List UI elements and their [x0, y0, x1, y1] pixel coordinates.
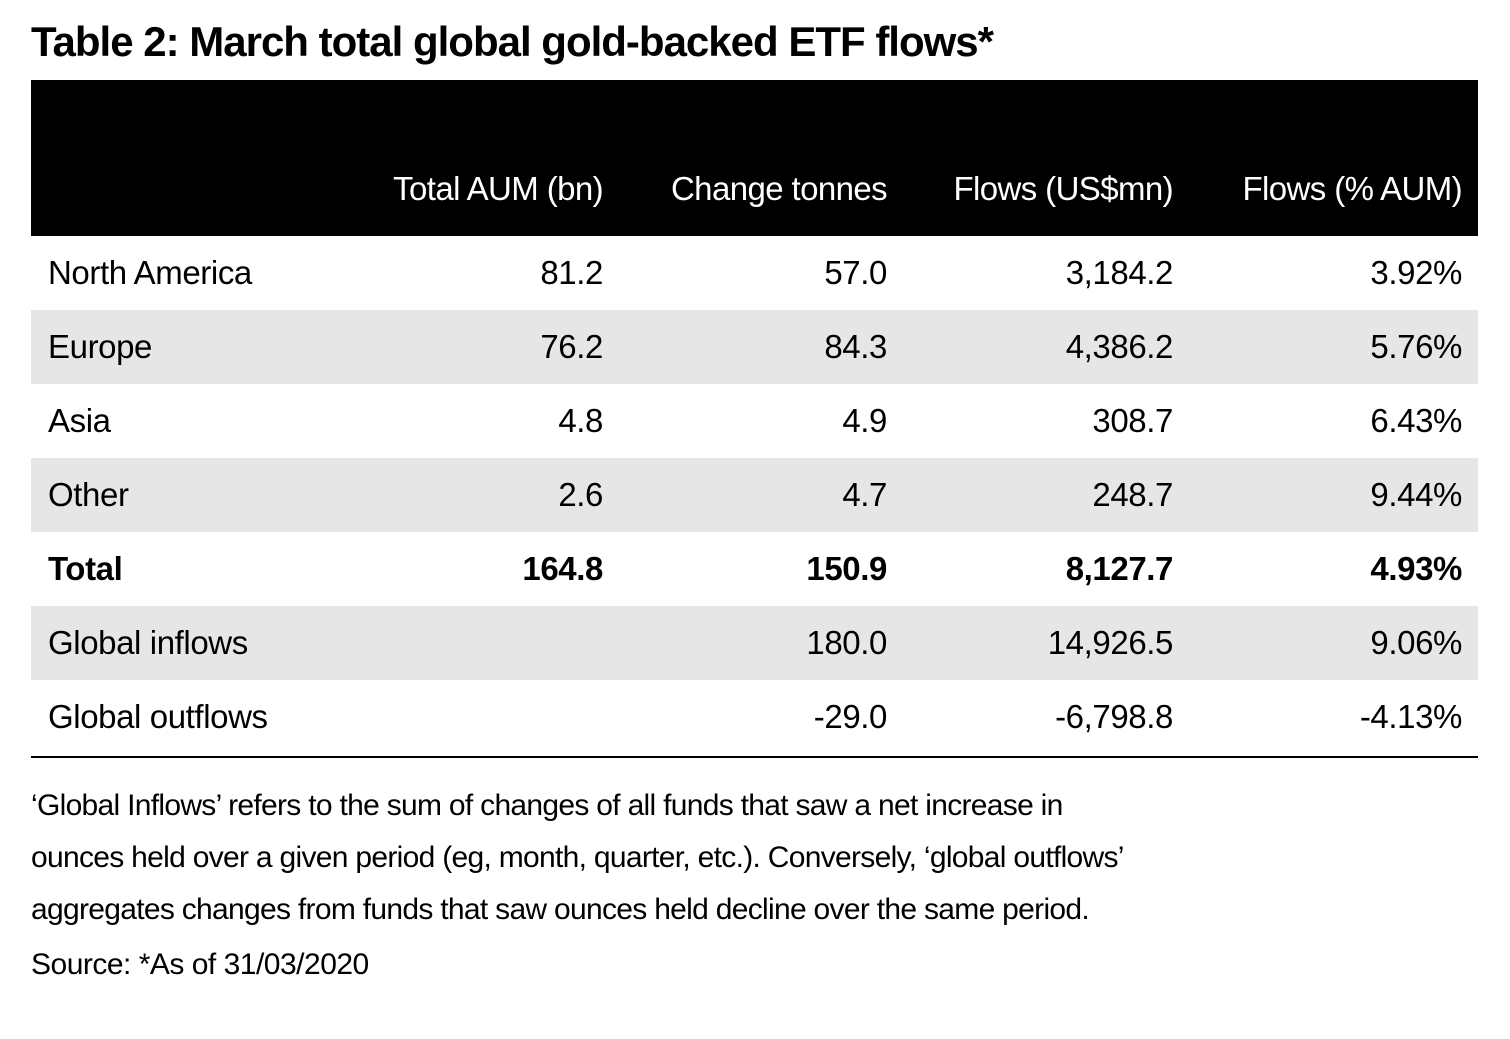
table-header: Total AUM (bn) Change tonnes Flows (US$m… [31, 80, 1478, 236]
table-row: Asia 4.8 4.9 308.7 6.43% [31, 384, 1478, 458]
table-row: North America 81.2 57.0 3,184.2 3.92% [31, 236, 1478, 310]
row-label: Global inflows [48, 624, 248, 661]
table-cell: 150.9 [806, 550, 887, 587]
table-cell: 84.3 [824, 328, 887, 365]
table-cell: 4.8 [558, 402, 603, 439]
table-cell: 164.8 [522, 550, 603, 587]
table-cell: 4,386.2 [1065, 328, 1174, 365]
row-label: Global outflows [48, 698, 268, 735]
column-header: Change tonnes [670, 170, 888, 207]
row-label: Asia [48, 402, 111, 439]
column-header: Flows (US$mn) [953, 170, 1173, 207]
row-label: North America [48, 254, 252, 291]
table-cell: 9.06% [1370, 624, 1462, 661]
table-cell: 4.7 [842, 476, 887, 513]
column-header: Total AUM (bn) [393, 170, 603, 207]
footnote: ‘Global Inflows’ refers to the sum of ch… [31, 780, 1124, 936]
table-cell: 9.44% [1370, 476, 1462, 513]
table-cell: 3.92% [1370, 254, 1462, 291]
row-label: Europe [48, 328, 153, 365]
table-cell: 57.0 [824, 254, 887, 291]
table-cell: 6.43% [1370, 402, 1462, 439]
table-cell: -4.13% [1359, 698, 1463, 735]
table-cell: 14,926.5 [1047, 624, 1174, 661]
table-cell: 308.7 [1092, 402, 1173, 439]
table-cell: 248.7 [1092, 476, 1173, 513]
table-cell: -6,798.8 [1055, 698, 1173, 735]
table-cell: 4.93% [1370, 550, 1462, 587]
table-row: Europe 76.2 84.3 4,386.2 5.76% [31, 310, 1478, 384]
footnote-line: ‘Global Inflows’ refers to the sum of ch… [31, 789, 1063, 822]
table-cell: 180.0 [806, 624, 887, 661]
table-bottom-rule [31, 756, 1478, 758]
table-cell: 5.76% [1370, 328, 1462, 365]
table-cell: 81.2 [540, 254, 603, 291]
table-row: Global outflows -29.0 -6,798.8 -4.13% [31, 680, 1478, 754]
row-label: Total [48, 550, 123, 587]
table-row: Other 2.6 4.7 248.7 9.44% [31, 458, 1478, 532]
table-row: Total 164.8 150.9 8,127.7 4.93% [31, 532, 1478, 606]
row-label: Other [48, 476, 129, 513]
table-cell: 2.6 [558, 476, 603, 513]
table-cell: -29.0 [813, 698, 888, 735]
footnote-line: ounces held over a given period (eg, mon… [31, 841, 1124, 874]
table-row: Global inflows 180.0 14,926.5 9.06% [31, 606, 1478, 680]
table-cell: 4.9 [842, 402, 887, 439]
table-cell: 8,127.7 [1065, 550, 1174, 587]
table-title: Table 2: March total global gold-backed … [31, 18, 994, 65]
table-cell: 76.2 [540, 328, 603, 365]
footnote-line: aggregates changes from funds that saw o… [31, 893, 1090, 926]
etf-flows-table: Total AUM (bn) Change tonnes Flows (US$m… [31, 80, 1478, 754]
source-note: Source: *As of 31/03/2020 [31, 948, 369, 981]
table-cell: 3,184.2 [1065, 254, 1174, 291]
column-header: Flows (% AUM) [1242, 170, 1462, 207]
